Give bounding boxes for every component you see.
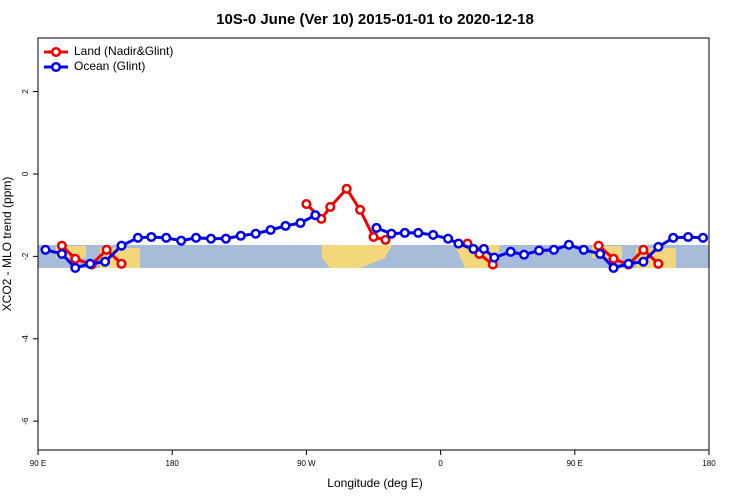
point [368,231,379,243]
point [101,244,112,255]
point [653,258,664,269]
point [533,245,545,256]
point [265,224,276,236]
point [608,253,619,264]
y-tick-label: 0 [21,171,30,176]
point [70,253,81,264]
point [100,256,111,267]
legend-marker [50,61,62,73]
x-tick-label: 90 E [567,459,583,468]
point [295,217,306,229]
y-tick-label: -6 [21,417,30,425]
point [205,233,217,244]
point [563,239,574,250]
point [683,231,694,243]
point [355,204,366,215]
point [668,232,679,243]
legend-marker [50,46,62,58]
x-tick-label: 180 [166,459,180,468]
x-tick-label: 90 W [297,459,316,468]
x-axis-label: Longitude (deg E) [327,476,422,490]
point [250,228,261,239]
point [428,229,439,240]
point [176,235,187,246]
point [505,246,516,257]
point [578,244,589,255]
point [399,227,410,238]
point [413,227,424,238]
point [310,210,321,221]
point [132,232,143,243]
point [220,233,231,244]
point [638,256,649,267]
plot-frame [37,37,710,451]
point [453,238,464,249]
point [56,248,67,259]
point [70,262,81,273]
point [40,244,51,255]
point [468,243,479,254]
point [519,249,530,260]
point [116,258,127,269]
y-axis-label: XCO2 - MLO trend (ppm) [0,177,14,312]
point [161,232,172,243]
point [56,240,67,251]
point [191,232,202,243]
point [116,240,127,251]
point [443,233,454,244]
point [638,244,649,255]
legend-label: Ocean (Glint) [74,59,145,73]
point [489,252,500,263]
point [593,240,604,251]
point [697,232,709,243]
point [548,244,559,255]
point [371,222,382,233]
x-tick-label: 0 [438,459,443,468]
legend-label: Land (Nadir&Glint) [74,44,173,58]
point [341,183,352,194]
land-patch [322,245,392,268]
point [146,231,157,243]
point [386,228,397,239]
x-tick-label: 180 [702,459,716,468]
point [280,220,291,231]
point [608,262,619,273]
point [301,198,312,210]
point [235,230,246,241]
y-tick-label: -4 [21,335,30,343]
chart-title: 10S-0 June (Ver 10) 2015-01-01 to 2020-1… [216,11,534,28]
x-tick-label: 90 E [30,459,46,468]
point [85,258,96,269]
point [478,243,489,254]
point [653,241,664,252]
point [595,248,606,259]
point [623,258,634,269]
point [380,234,391,245]
y-tick-label: 2 [21,89,30,94]
y-tick-label: -2 [21,252,30,260]
point [325,201,336,212]
